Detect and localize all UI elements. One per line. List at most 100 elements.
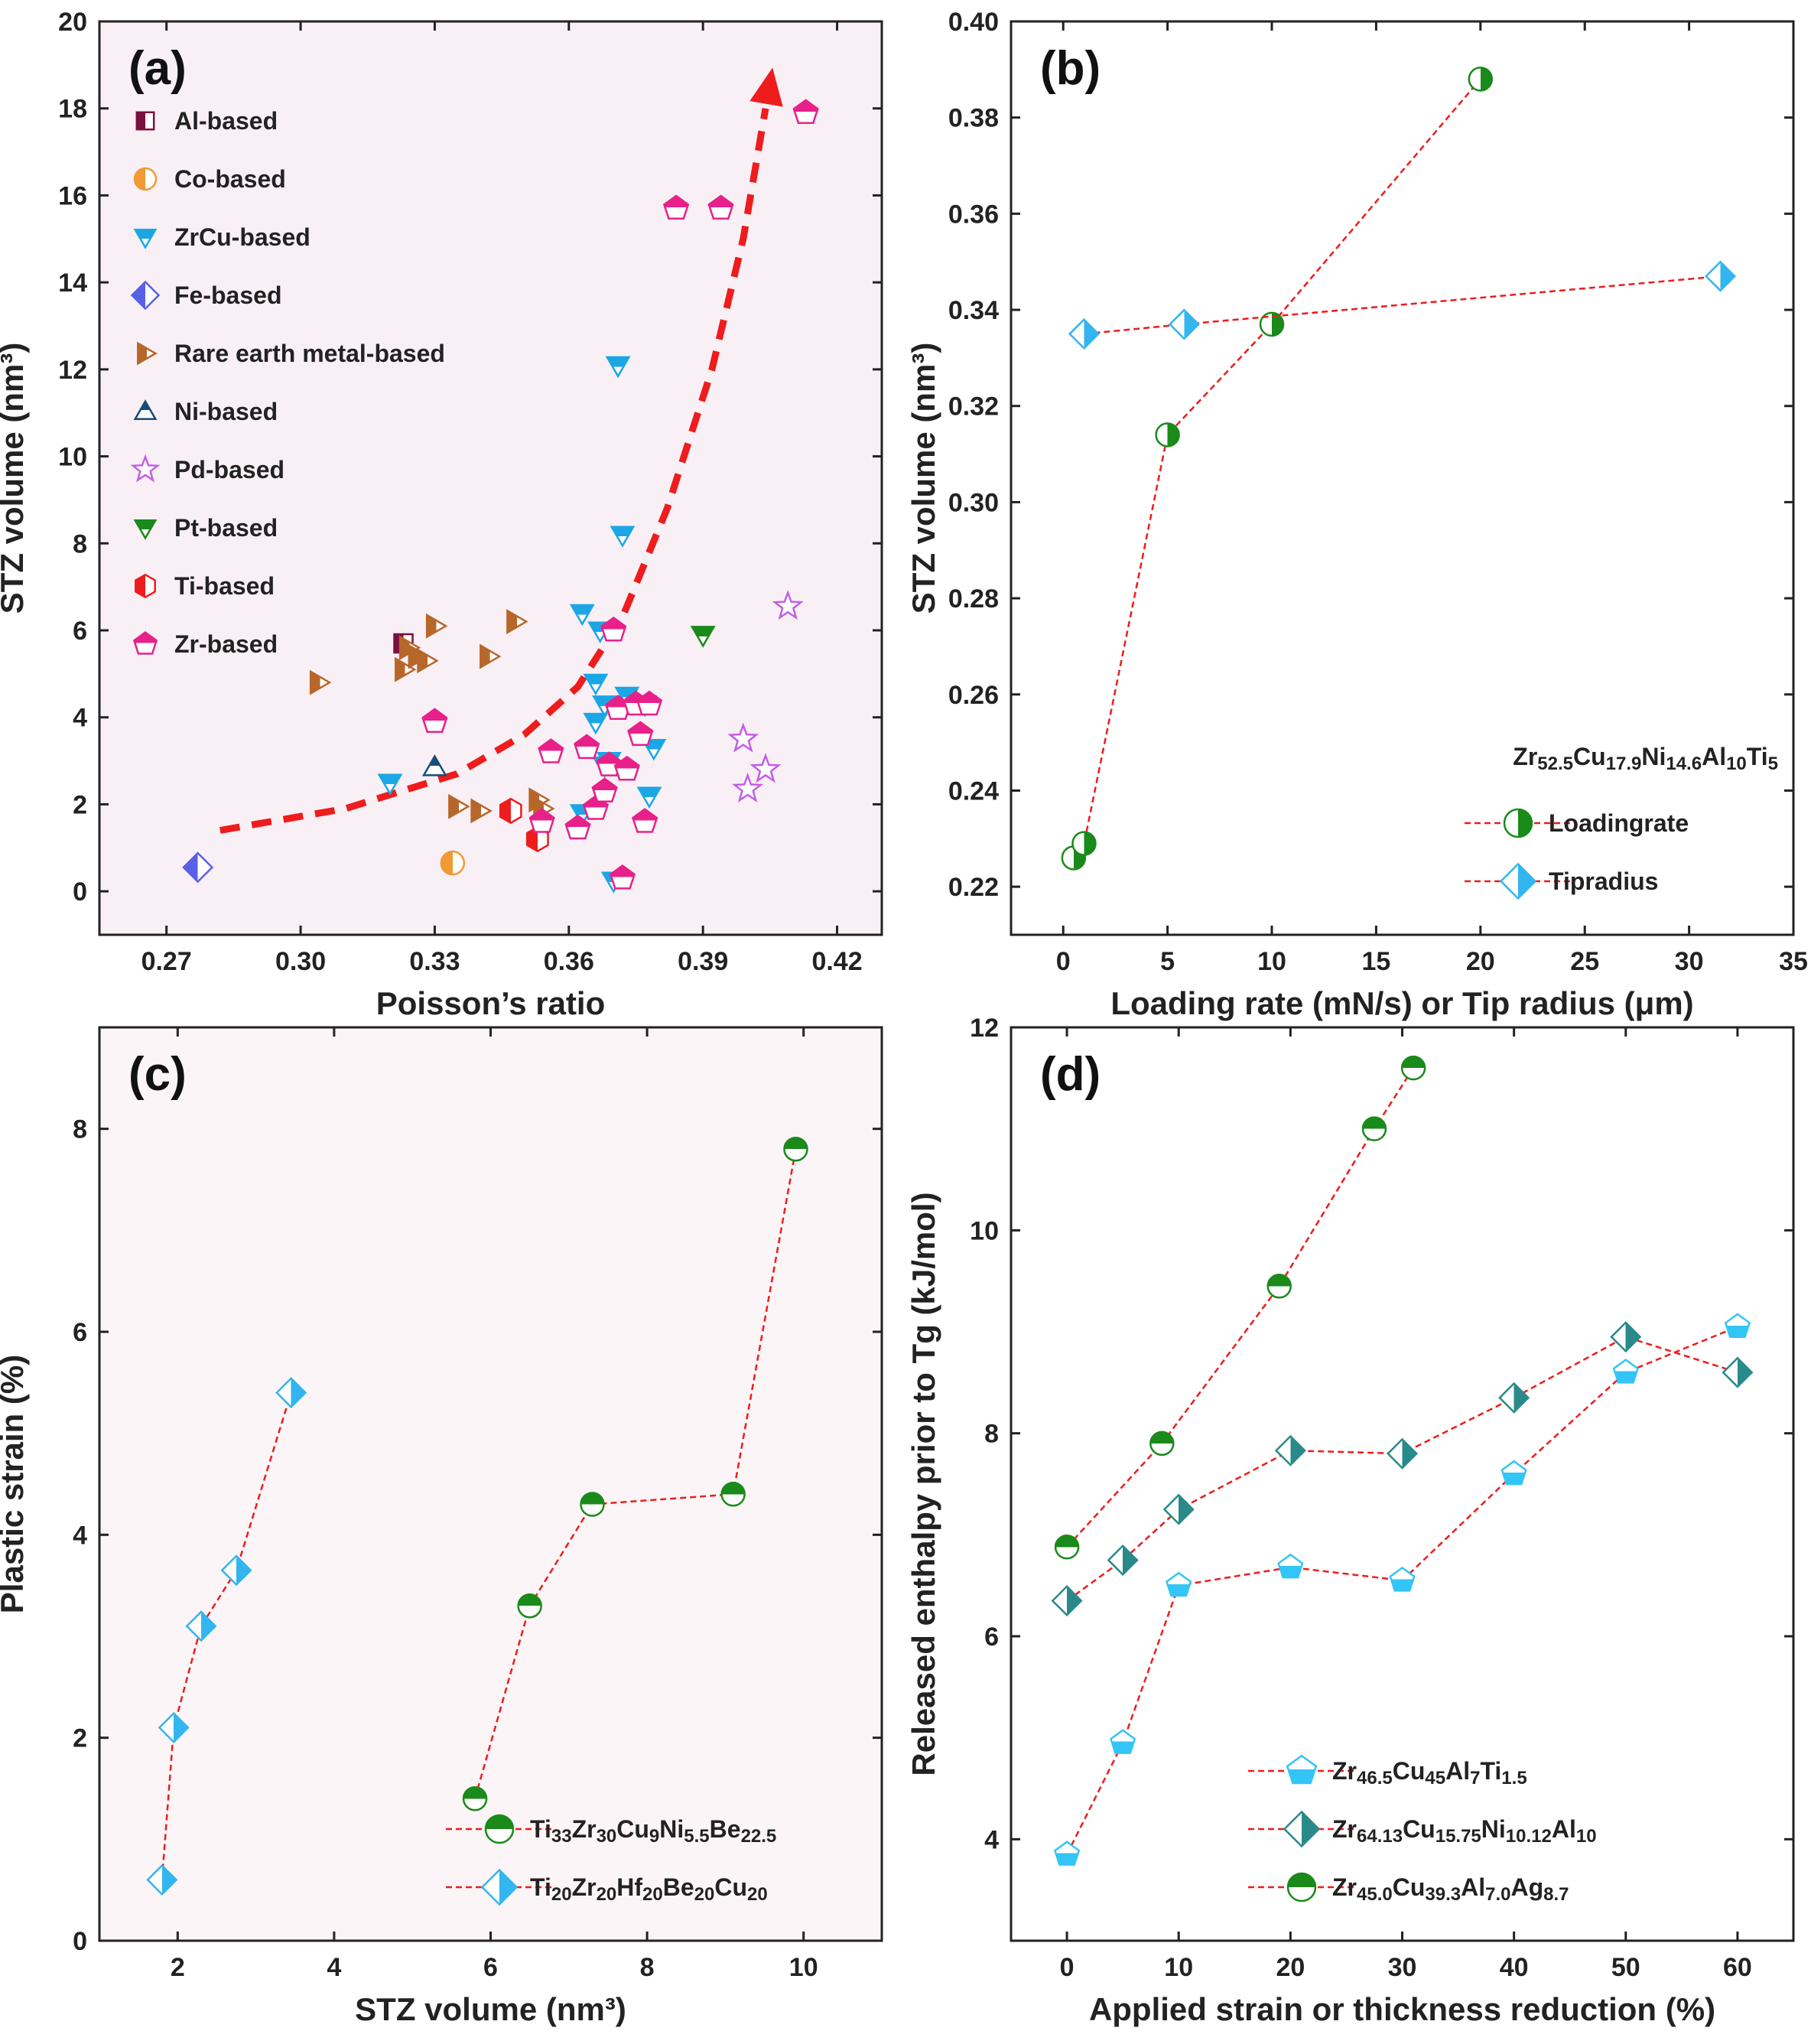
legend-label: Pd-based [174, 456, 284, 483]
data-point [182, 851, 214, 884]
data-point [1110, 1729, 1136, 1754]
data-point [1107, 1544, 1139, 1577]
y-tick-label: 0.34 [948, 296, 999, 325]
data-point [1155, 422, 1180, 448]
series-ti20zr20hf20be20cu20 [146, 1377, 307, 1896]
legend-label: Co-based [174, 165, 286, 193]
legend-marker [1499, 862, 1537, 900]
legend-marker [1503, 808, 1533, 838]
legend-marker [137, 341, 158, 366]
x-tick-label: 8 [640, 1953, 655, 1982]
data-point [425, 613, 448, 639]
x-tick-label: 50 [1611, 1953, 1640, 1982]
data-point [146, 1863, 178, 1896]
data-point [1053, 1841, 1081, 1866]
legend-marker [135, 111, 155, 131]
x-tick-label: 5 [1160, 947, 1175, 976]
x-tick-label: 0.36 [544, 947, 594, 976]
y-tick-label: 0.40 [948, 8, 999, 37]
panel-b: 0 5 10 15 20 25 30 35 0.22 0.24 0.26 0.28 0.30 0.32 0.… [906, 8, 1808, 1021]
data-point [1051, 1585, 1083, 1617]
series-pd-based [727, 590, 804, 803]
data-point [583, 712, 609, 735]
data-point [613, 755, 640, 781]
x-tick-label: 30 [1675, 947, 1704, 976]
data-point [1610, 1321, 1642, 1353]
data-point [1259, 311, 1285, 337]
x-tick-label: 0 [1056, 947, 1071, 976]
series-line [161, 1392, 292, 1880]
data-point [1389, 1566, 1416, 1592]
data-point [569, 604, 595, 627]
data-point [727, 722, 759, 753]
x-axis-label: Applied strain or thickness reduction (%… [1089, 1991, 1715, 2027]
plot-area [1010, 20, 1795, 936]
data-point [421, 754, 447, 776]
data-point [448, 793, 470, 819]
data-point [421, 708, 448, 733]
legend-label: Ti20Zr20Hf20Be20Cu20 [530, 1873, 768, 1905]
legend-marker [130, 280, 161, 311]
series-line [1065, 1326, 1738, 1855]
y-axis-label: Released enthalpy prior to Tg (kJ/mol) [906, 1192, 941, 1775]
x-tick-label: 0 [1060, 1953, 1075, 1982]
data-point [1068, 317, 1100, 350]
y-tick-label: 0.24 [948, 776, 999, 806]
data-point [1724, 1313, 1751, 1338]
y-tick-label: 18 [58, 95, 87, 124]
legend-marker [135, 573, 156, 599]
y-tick-label: 0.36 [948, 200, 999, 229]
data-point [596, 751, 623, 776]
panel-label: (b) [1040, 42, 1101, 95]
y-tick-label: 10 [58, 443, 87, 472]
data-point [627, 721, 654, 747]
y-tick-label: 8 [73, 529, 87, 558]
data-point [772, 590, 804, 620]
y-tick-label: 0.30 [948, 488, 999, 517]
plot-area [98, 1026, 883, 1942]
data-point [609, 864, 636, 890]
panel-d: 0 10 20 30 40 50 60 4 6 8 10 12 Applied strain or th… [906, 1014, 1795, 2027]
x-tick-label: 0.33 [409, 947, 460, 976]
series-fe-based [182, 851, 214, 884]
series-ti-based [499, 797, 549, 853]
y-tick-label: 6 [73, 617, 87, 646]
x-tick-label: 15 [1361, 947, 1390, 976]
data-point [470, 798, 493, 824]
panel-c: 2 4 6 8 10 0 2 4 6 8 STZ volume (nm³) Plastic strai… [0, 1026, 883, 2027]
data-point [1705, 260, 1737, 292]
legend-label: Zr46.5Cu45Al7Ti1.5 [1332, 1757, 1527, 1788]
data-point [1387, 1437, 1419, 1470]
data-point [720, 1482, 746, 1507]
data-point [462, 1786, 488, 1811]
trend-arrow-head [749, 67, 783, 107]
y-tick-label: 8 [73, 1115, 87, 1144]
x-tick-label: 4 [327, 1953, 341, 1982]
data-point [636, 690, 663, 716]
series-zr64-13cu15-75ni10-12al10 [1051, 1321, 1754, 1617]
y-tick-label: 0.38 [948, 104, 999, 133]
data-point [605, 356, 631, 379]
data-point [1168, 308, 1200, 340]
data-point [1400, 1055, 1426, 1081]
legend-marker [132, 631, 158, 655]
y-tick-label: 14 [58, 269, 87, 298]
data-point [417, 648, 439, 674]
annotation-alloy: Zr52.5Cu17.9Ni14.6Al10Ti5 [1513, 743, 1778, 774]
data-point [574, 734, 600, 760]
x-axis-label: STZ volume (nm³) [355, 1991, 626, 2027]
x-tick-label: 0.30 [275, 947, 326, 976]
y-tick-label: 12 [970, 1014, 999, 1043]
data-point [158, 1711, 190, 1743]
y-tick-label: 0 [73, 877, 87, 906]
y-tick-label: 0 [73, 1927, 87, 1956]
legend-marker [1286, 1754, 1318, 1785]
x-tick-label: 60 [1723, 1953, 1752, 1982]
data-point [525, 825, 549, 853]
legend-label: Ti-based [174, 572, 275, 600]
legend-marker [480, 1868, 519, 1906]
y-tick-label: 0.32 [948, 392, 999, 421]
x-tick-label: 20 [1276, 1953, 1305, 1982]
panel-label: (a) [128, 42, 187, 95]
data-point [480, 643, 502, 669]
